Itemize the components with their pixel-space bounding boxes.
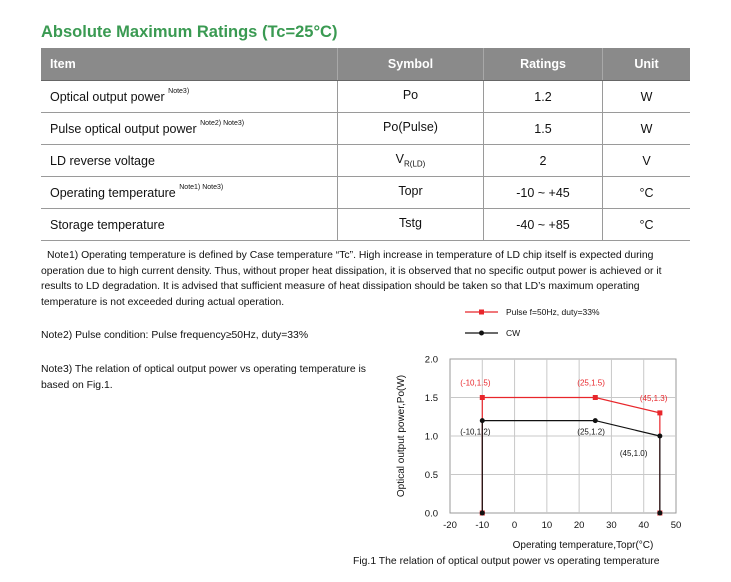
legend-label: CW <box>506 328 520 338</box>
symbol-cell: VR(LD) <box>337 144 484 177</box>
symbol-cell: Po <box>337 80 484 113</box>
x-axis-title: Operating temperature,Topr(°C) <box>513 540 654 551</box>
series-line <box>481 419 661 513</box>
data-point <box>479 418 485 424</box>
data-point <box>479 395 485 400</box>
note-ref: Note2) Note3) <box>200 119 245 127</box>
legend-marker <box>479 309 484 315</box>
unit-cell: W <box>602 80 690 113</box>
unit-cell: °C <box>602 208 690 241</box>
table-header-row: Item Symbol Ratings Unit <box>41 48 690 81</box>
x-tick-label: 20 <box>574 520 585 531</box>
note-ref: Note3) <box>168 87 190 95</box>
item-cell: Pulse optical output power Note2) Note3) <box>41 112 338 145</box>
symbol-cell: Topr <box>337 176 484 209</box>
table-row: LD reverse voltage VR(LD) 2 V <box>41 144 690 177</box>
symbol-cell: Po(Pulse) <box>337 112 484 145</box>
legend-marker <box>479 330 484 336</box>
header-unit: Unit <box>602 48 690 81</box>
table-row: Operating temperature Note1) Note3) Topr… <box>41 176 690 209</box>
x-tick-label: 10 <box>542 520 553 531</box>
symbol-subscript: R(LD) <box>404 159 426 169</box>
y-tick-label: 0.5 <box>425 470 438 481</box>
rating-cell: 1.2 <box>483 80 603 113</box>
data-point <box>657 510 663 516</box>
note3-text: Note3) The relation of optical output po… <box>41 364 366 391</box>
y-tick-label: 1.5 <box>425 393 438 404</box>
item-label: Optical output power <box>50 89 165 104</box>
note-ref: Note1) Note3) <box>179 183 224 191</box>
unit-cell: W <box>602 112 690 145</box>
data-point <box>657 410 663 416</box>
x-tick-label: 40 <box>638 520 649 531</box>
item-label: Storage temperature <box>50 217 165 232</box>
data-point <box>657 433 663 439</box>
header-ratings: Ratings <box>483 48 603 81</box>
symbol-label: Topr <box>398 184 423 199</box>
data-point <box>592 418 598 424</box>
table-row: Optical output power Note3) Po 1.2 W <box>41 80 690 113</box>
symbol-label: Po <box>402 88 419 103</box>
y-tick-label: 0.0 <box>425 509 438 520</box>
legend-label: Pulse f=50Hz, duty=33% <box>506 307 600 317</box>
x-tick-label: 50 <box>671 520 682 531</box>
item-label: Pulse optical output power <box>50 121 197 136</box>
y-tick-label: 2.0 <box>425 355 438 366</box>
data-point <box>479 510 485 516</box>
item-cell: LD reverse voltage <box>41 144 338 177</box>
rating-cell: 2 <box>483 144 603 177</box>
item-label: LD reverse voltage <box>50 153 155 168</box>
y-axis-title: Optical output power,Po(W) <box>396 375 407 497</box>
note1-text: Note1) Operating temperature is defined … <box>41 250 662 308</box>
rating-cell: -40 ~ +85 <box>483 208 603 241</box>
figure-caption: Fig.1 The relation of optical output pow… <box>353 556 660 567</box>
x-tick-label: -20 <box>443 520 457 531</box>
note2-text: Note2) Pulse condition: Pulse frequency≥… <box>41 330 309 341</box>
unit-cell: °C <box>602 176 690 209</box>
item-cell: Storage temperature <box>41 208 338 241</box>
symbol-label: V <box>395 152 404 167</box>
symbol-label: Tstg <box>399 216 422 231</box>
data-label: (-10,1.5) <box>460 379 491 388</box>
header-symbol: Symbol <box>337 48 484 81</box>
x-tick-label: -10 <box>475 520 489 531</box>
rating-cell: 1.5 <box>483 112 603 145</box>
power-vs-temperature-chart: -20 -10 0 10 20 30 40 50 0.0 0.5 1.0 1.5 2.0 Operatin… <box>396 307 682 551</box>
data-point <box>592 395 598 400</box>
x-tick-label: 0 <box>512 520 517 531</box>
item-label: Operating temperature <box>50 185 176 200</box>
data-label: (-10,1.2) <box>460 428 491 437</box>
data-label: (45,1.3) <box>640 394 668 403</box>
item-cell: Operating temperature Note1) Note3) <box>41 176 338 209</box>
data-label: (25,1.2) <box>577 428 605 437</box>
x-tick-label: 30 <box>606 520 617 531</box>
rating-cell: -10 ~ +45 <box>483 176 603 209</box>
table-row: Pulse optical output power Note2) Note3)… <box>41 112 690 145</box>
ratings-table: Item Symbol Ratings Unit Optical output … <box>41 48 690 241</box>
item-cell: Optical output power Note3) <box>41 80 338 113</box>
symbol-cell: Tstg <box>337 208 484 241</box>
header-item: Item <box>41 48 338 81</box>
data-label: (25,1.5) <box>577 379 605 388</box>
symbol-label: Po(Pulse) <box>383 120 438 135</box>
page-title: Absolute Maximum Ratings (Tc=25°C) <box>41 23 338 41</box>
table-row: Storage temperature Tstg -40 ~ +85 °C <box>41 208 690 241</box>
y-tick-label: 1.0 <box>425 432 438 443</box>
data-label: (45,1.0) <box>620 449 648 458</box>
unit-cell: V <box>602 144 690 177</box>
